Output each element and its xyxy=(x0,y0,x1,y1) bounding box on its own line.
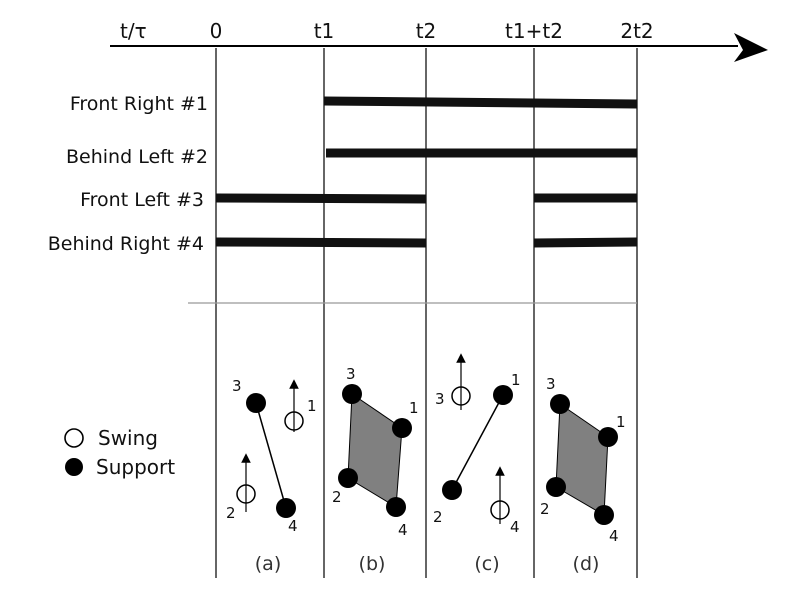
panel-b-label: (b) xyxy=(359,553,386,575)
panel-b-leg-4 xyxy=(386,497,406,517)
panel-a-num-2: 2 xyxy=(226,504,236,522)
stance-bar-front-right xyxy=(323,96,638,109)
panel-c-leg-1 xyxy=(493,385,513,405)
panel-a: 3 1 2 4 xyxy=(226,377,317,535)
panel-d-num-1: 1 xyxy=(616,413,626,431)
panel-a-label: (a) xyxy=(255,553,281,575)
row-label-front-right: Front Right #1 xyxy=(70,93,208,115)
stance-bar-behind-right-1 xyxy=(215,237,427,248)
panel-c-num-2: 2 xyxy=(433,508,443,526)
panel-d-leg-1 xyxy=(598,427,618,447)
panel-c-label: (c) xyxy=(474,553,499,575)
panel-c-num-1: 1 xyxy=(511,371,521,389)
panel-d-num-4: 4 xyxy=(609,527,619,545)
panel-a-num-1: 1 xyxy=(307,397,317,415)
stance-bar-behind-right-2 xyxy=(533,237,638,248)
panel-a-leg-3 xyxy=(246,393,266,413)
panel-b-num-4: 4 xyxy=(398,521,408,539)
panel-c-leg-2 xyxy=(442,480,462,500)
panel-b-num-2: 2 xyxy=(332,488,342,506)
panel-d-num-3: 3 xyxy=(546,375,556,393)
tick-label-t1: t1 xyxy=(314,19,335,43)
panel-c: 3 1 2 4 xyxy=(433,353,521,536)
tick-label-t1-plus-t2: t1+t2 xyxy=(505,19,563,43)
legend-swing-label: Swing xyxy=(98,426,158,450)
time-axis-arrowhead xyxy=(734,33,768,62)
panel-d-support-polygon xyxy=(555,403,609,516)
row-label-behind-left: Behind Left #2 xyxy=(66,146,208,168)
panel-c-num-4: 4 xyxy=(510,518,520,536)
panel-d: 3 1 2 4 xyxy=(540,375,626,545)
panel-b: 3 1 2 4 xyxy=(332,365,419,539)
axis-variable-label: t/τ xyxy=(120,19,147,43)
tick-label-0: 0 xyxy=(210,19,223,43)
legend-support-label: Support xyxy=(96,455,175,479)
row-label-behind-right: Behind Right #4 xyxy=(48,233,204,255)
panel-a-support-line xyxy=(255,402,287,509)
row-label-front-left: Front Left #3 xyxy=(80,189,204,211)
panel-a-leg-4 xyxy=(276,498,296,518)
panel-d-leg-3 xyxy=(550,394,570,414)
panel-d-leg-4 xyxy=(594,505,614,525)
panel-b-leg-2 xyxy=(338,468,358,488)
legend-swing-marker xyxy=(64,428,84,448)
panel-b-num-1: 1 xyxy=(409,399,419,417)
panel-b-num-3: 3 xyxy=(346,365,356,383)
panel-a-num-3: 3 xyxy=(232,377,242,395)
panel-b-support-polygon xyxy=(347,393,403,508)
panel-d-leg-2 xyxy=(546,477,566,497)
panel-d-num-2: 2 xyxy=(540,500,550,518)
panel-b-leg-3 xyxy=(342,384,362,404)
stance-bar-front-left-1 xyxy=(215,193,427,204)
tick-label-t2: t2 xyxy=(416,19,437,43)
panel-d-label: (d) xyxy=(573,553,600,575)
tick-label-2t2: 2t2 xyxy=(620,19,653,43)
legend-support-marker xyxy=(65,458,83,476)
panel-c-num-3: 3 xyxy=(435,390,445,408)
panel-b-leg-1 xyxy=(392,418,412,438)
panel-a-num-4: 4 xyxy=(288,517,298,535)
panel-c-support-line xyxy=(451,394,504,491)
